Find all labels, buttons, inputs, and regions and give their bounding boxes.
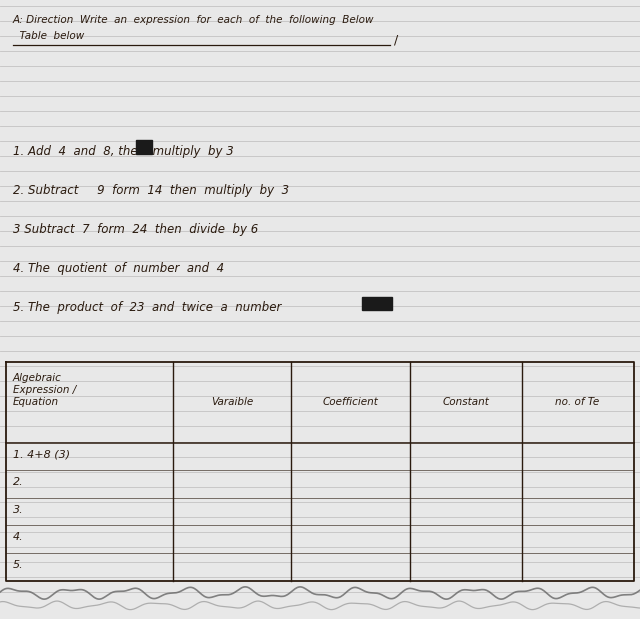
Text: 3 Subtract  7  form  24  then  divide  by 6: 3 Subtract 7 form 24 then divide by 6 — [13, 223, 258, 236]
Text: Varaible: Varaible — [211, 397, 253, 407]
Text: 1. 4+8 (3): 1. 4+8 (3) — [13, 449, 70, 459]
Text: 2.: 2. — [13, 477, 24, 487]
Text: 5.: 5. — [13, 560, 24, 570]
Text: Coefficient: Coefficient — [323, 397, 378, 407]
Text: no. of Te: no. of Te — [556, 397, 600, 407]
Bar — [136, 140, 152, 154]
Text: 3.: 3. — [13, 504, 24, 515]
Bar — [362, 297, 392, 310]
Text: A: Direction  Write  an  expression  for  each  of  the  following  Below: A: Direction Write an expression for eac… — [13, 15, 374, 25]
Text: Algebraic
Expression /
Equation: Algebraic Expression / Equation — [13, 373, 76, 407]
Text: 1. Add  4  and  8, then  multiply  by 3: 1. Add 4 and 8, then multiply by 3 — [13, 145, 234, 158]
Text: 2. Subtract     9  form  14  then  multiply  by  3: 2. Subtract 9 form 14 then multiply by 3 — [13, 184, 289, 197]
Text: /: / — [394, 33, 398, 46]
Text: 4. The  quotient  of  number  and  4: 4. The quotient of number and 4 — [13, 262, 224, 275]
Text: 4.: 4. — [13, 532, 24, 542]
Text: Table  below: Table below — [13, 31, 84, 41]
Text: Constant: Constant — [442, 397, 489, 407]
Text: 5. The  product  of  23  and  twice  a  number: 5. The product of 23 and twice a number — [13, 301, 281, 314]
